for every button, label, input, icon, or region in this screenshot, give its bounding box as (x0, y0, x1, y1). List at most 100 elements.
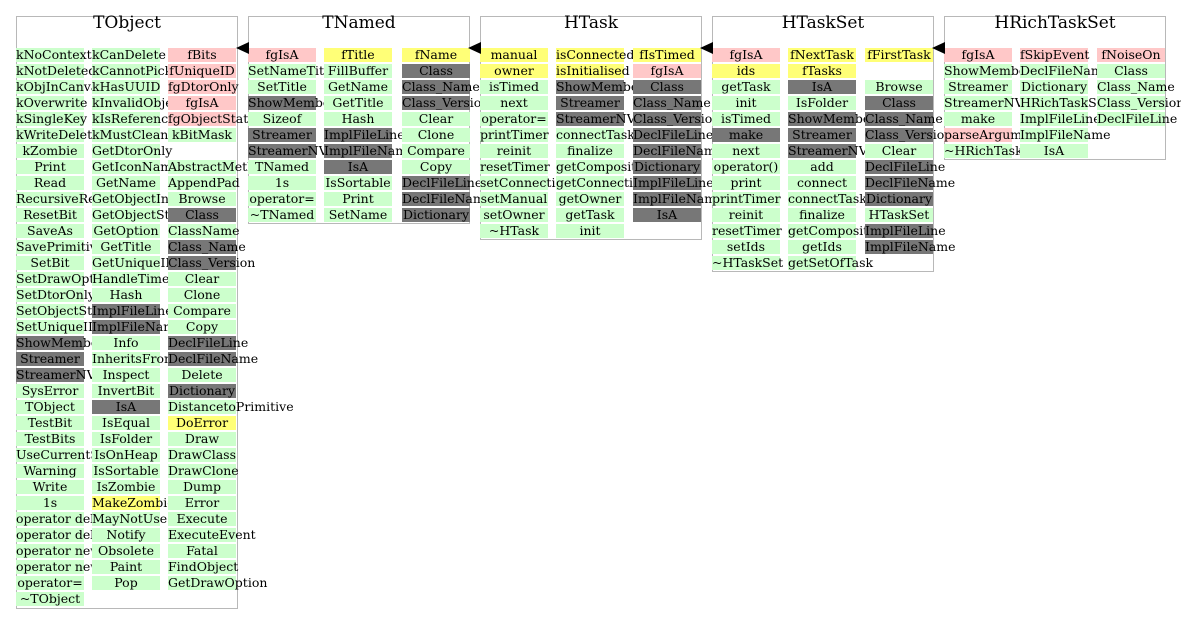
class-member: ClassName (168, 223, 240, 238)
htask-col-2: isConnected isInitialised ShowMembers Strea… (556, 48, 670, 240)
class-member: ~HTask (480, 224, 548, 238)
class-member: ShowMembers (248, 95, 343, 110)
class-member: Pop (92, 576, 160, 590)
class-member: 1s (16, 496, 84, 510)
class-member: Sizeof (248, 112, 316, 126)
class-member: kNoContextMenu (16, 47, 128, 62)
class-member: isTimed (712, 112, 780, 126)
empty-slot (865, 64, 933, 78)
class-member: Delete (168, 368, 236, 382)
class-member: Compare (402, 144, 470, 158)
class-member: ids (712, 64, 780, 78)
class-member: Error (168, 496, 236, 510)
class-member: fName (402, 48, 470, 62)
class-member: AppendPad (168, 175, 240, 190)
class-member: HTaskSet (865, 208, 933, 222)
class-member: Clear (402, 112, 470, 126)
class-member: ImplFileName (324, 143, 415, 158)
class-member: InvertBit (92, 384, 160, 398)
class-member: FindObject (168, 559, 239, 574)
class-member: Dump (168, 480, 236, 494)
inheritance-arrow-htask-to-tnamed (468, 42, 481, 54)
class-member: DistancetoPrimitive (168, 399, 294, 414)
empty-slot (168, 144, 236, 158)
class-member: Class_Version (1097, 95, 1181, 110)
class-member: kSingleKey (16, 111, 88, 126)
class-member: GetUniqueID (92, 255, 176, 270)
class-member: Copy (402, 160, 470, 174)
class-member: SaveAs (16, 224, 84, 238)
class-member: DeclFileName (402, 191, 493, 206)
class-member: next (480, 96, 548, 110)
class-member: ImplFileName (865, 239, 956, 254)
class-member: fTasks (788, 64, 856, 78)
class-member: Streamer (788, 128, 856, 142)
class-member: add (788, 160, 856, 174)
tobject-col-1: kNoContextMenu kNotDeleted kObjInCanvas kOv… (16, 47, 130, 608)
class-member: Obsolete (92, 544, 160, 558)
class-member: Clear (865, 144, 933, 158)
class-member: ShowMembers (788, 111, 883, 126)
class-member: Clone (168, 288, 236, 302)
class-member: make (712, 128, 780, 142)
class-member: Class_Name (168, 239, 246, 254)
class-member: Dictionary (402, 207, 470, 222)
class-member: Draw (168, 432, 236, 446)
class-member: kHasUUID (92, 79, 161, 94)
class-member: fgIsA (168, 96, 236, 110)
class-member: reinit (712, 208, 780, 222)
class-member: IsFolder (92, 432, 160, 446)
class-member: IsZombie (92, 480, 160, 494)
class-member: operator new (16, 543, 101, 558)
class-member: IsFolder (788, 96, 856, 110)
class-member: IsOnHeap (92, 448, 160, 462)
class-member: Read (16, 176, 84, 190)
class-member: parseArguments (944, 127, 1050, 142)
class-member: GetTitle (324, 96, 392, 110)
class-member: SetObjectStat (16, 303, 105, 318)
class-member: SetNameTitle (248, 63, 336, 78)
class-member: kInvalidObject (92, 95, 185, 110)
class-member: getTask (556, 208, 624, 222)
class-member: finalize (788, 208, 856, 222)
class-member: IsA (92, 400, 160, 414)
class-title-tobject: TObject (93, 13, 161, 33)
class-member: Class_Name (402, 79, 480, 94)
inheritance-arrow-htaskset-to-htask (700, 42, 713, 54)
class-member: operator= (16, 575, 84, 590)
class-member: StreamerNVirtual (16, 367, 130, 382)
class-member: ImplFileLine (865, 223, 946, 238)
class-member: SetUniqueID (16, 319, 98, 334)
class-member: GetObjectInfo (92, 191, 182, 206)
tobject-col-2: kCanDelete kCannotPick kHasUUID kInvalidObj… (92, 48, 185, 592)
class-member: getComposite (556, 159, 644, 174)
class-member: StreamerNVirtual (944, 95, 1058, 110)
htaskset-col-1: fgIsA ids getTask init isTimed make next operat… (712, 48, 783, 272)
class-member: ShowMembers (556, 79, 651, 94)
class-member: setConnections (480, 175, 578, 190)
class-member: DeclFileLine (168, 335, 249, 350)
class-member: Class_Name (865, 111, 943, 126)
class-member: DrawClone (168, 463, 239, 478)
class-member: Notify (92, 528, 160, 542)
class-member: GetName (92, 176, 160, 190)
class-member: operator delete (16, 511, 115, 526)
class-title-tnamed: TNamed (322, 13, 396, 33)
htask-col-3: fIsTimed fgIsA Class Class_Name Class_Versio… (633, 48, 724, 224)
class-member: fgIsA (633, 64, 701, 78)
class-member: DeclFileLine (633, 127, 714, 142)
class-member: connect (788, 176, 856, 190)
class-member: operator= (248, 191, 316, 206)
class-member: Info (92, 336, 160, 350)
class-member: getOwner (556, 192, 624, 206)
class-member: InheritsFrom (92, 351, 176, 366)
class-member: TestBits (16, 432, 84, 446)
class-member: Print (324, 192, 392, 206)
class-member: DeclFileName (633, 143, 724, 158)
class-member: setIds (712, 240, 780, 254)
class-member: ShowMembers (944, 63, 1039, 78)
class-member: init (712, 96, 780, 110)
class-member: Streamer (16, 352, 84, 366)
class-member: GetDrawOption (168, 575, 268, 590)
